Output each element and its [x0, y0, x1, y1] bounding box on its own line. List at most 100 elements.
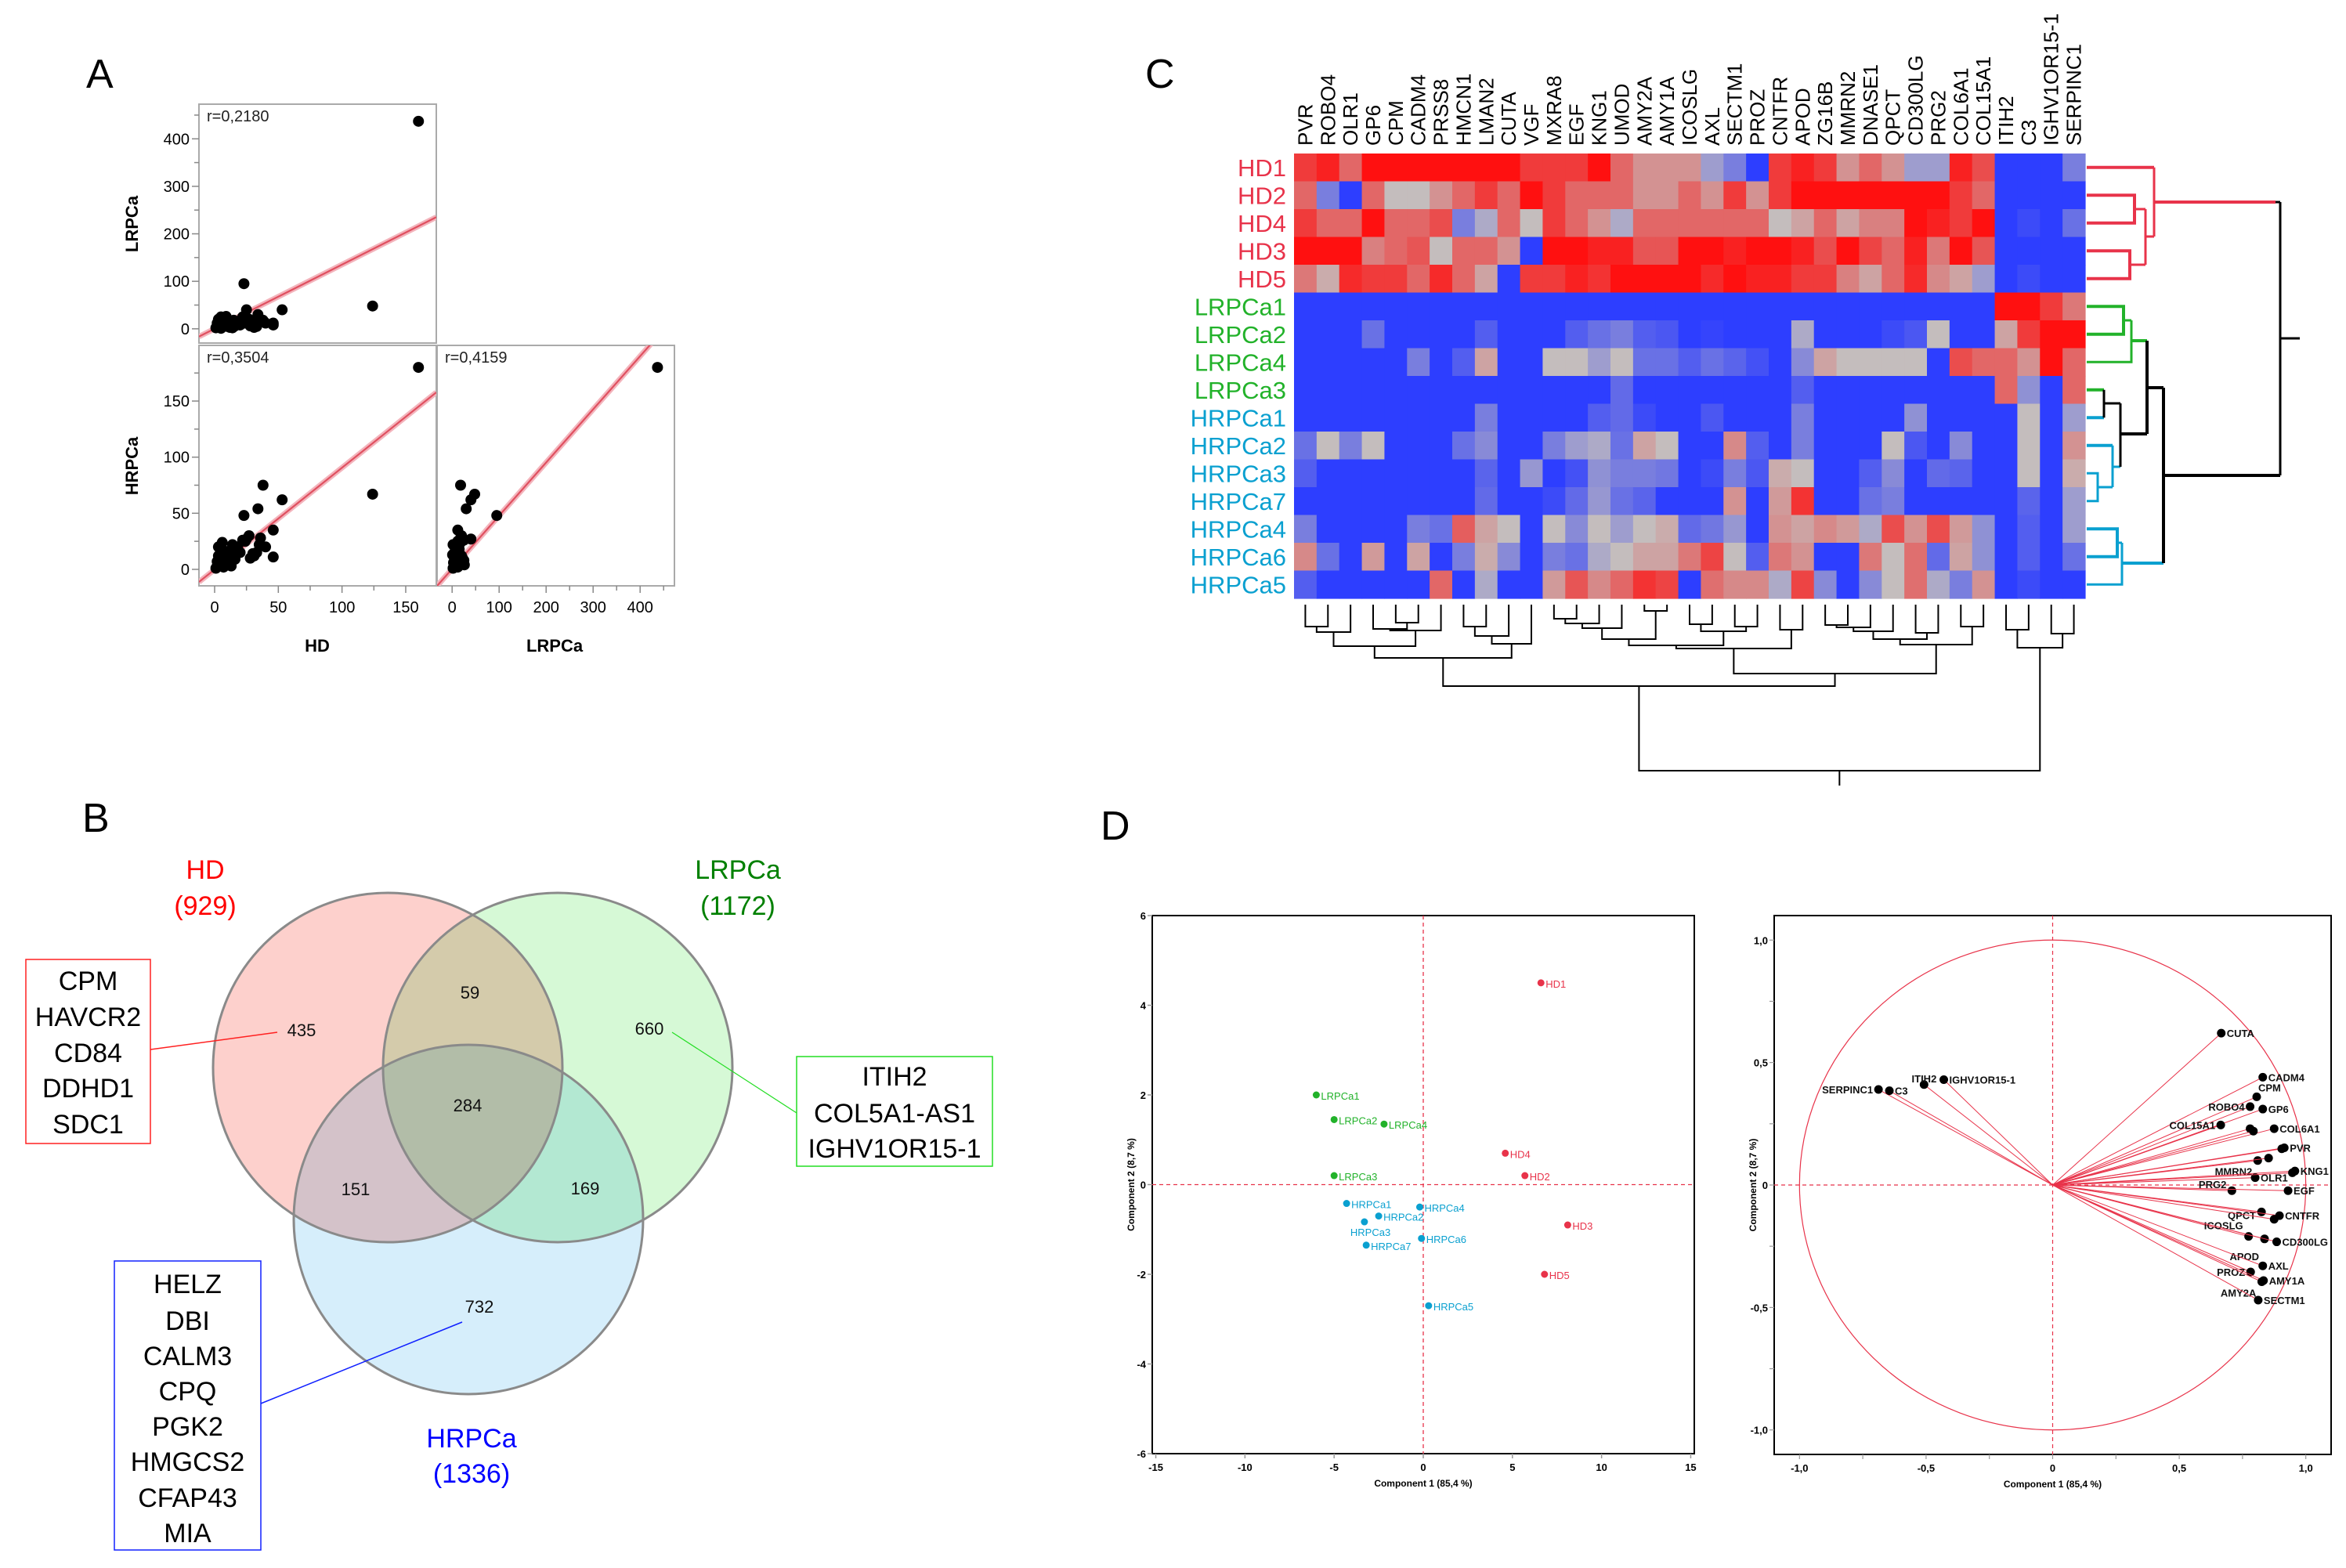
heatmap-cell [1972, 348, 1996, 377]
column-label: SECTM1 [1723, 63, 1747, 146]
heatmap-cell [1746, 348, 1769, 377]
heatmap-cell [1769, 320, 1792, 349]
heatmap-cell [1430, 237, 1453, 266]
heatmap-cell [1701, 237, 1724, 266]
heatmap-cell [1294, 543, 1318, 572]
heatmap-cell [1972, 154, 1996, 182]
dendrogram-branch [2016, 630, 2064, 649]
heatmap-cell [1927, 292, 1950, 321]
heatmap-cell [1474, 154, 1498, 182]
data-point [267, 524, 279, 536]
heatmap-cell [1881, 181, 1905, 210]
column-label: AMY1A [1655, 76, 1679, 146]
x-axis-title: Component 1 (85,4 %) [1374, 1478, 1472, 1489]
heatmap-cell [1678, 320, 1702, 349]
heatmap-cell [1769, 487, 1792, 516]
heatmap-cell [1565, 265, 1589, 294]
heatmap-cell [1294, 403, 1318, 432]
heatmap-row: LRPCa2 [1195, 320, 2086, 349]
heatmap-cell [1452, 570, 1476, 599]
heatmap-cell [1769, 403, 1792, 432]
loading-vector [2052, 1148, 2283, 1186]
heatmap-cell [1452, 403, 1476, 432]
heatmap-cell [1655, 570, 1679, 599]
heatmap-row: LRPCa4 [1195, 348, 2086, 377]
loading-label: ITIH2 [1912, 1073, 1937, 1085]
x-axis-title: LRPCa [526, 636, 584, 656]
heatmap-cell [1791, 348, 1815, 377]
loading-vector [1943, 1079, 2053, 1186]
heatmap-cell [2040, 237, 2063, 266]
heatmap-cell [1927, 376, 1950, 405]
y-axis-title: HRPCa [122, 436, 142, 495]
heatmap-cell [1655, 487, 1679, 516]
heatmap-cell [1407, 320, 1430, 349]
heatmap-cell [1701, 154, 1724, 182]
heatmap-cell [1294, 515, 1318, 544]
column-label: GP6 [1361, 105, 1385, 146]
heatmap-cell [1407, 292, 1430, 321]
heatmap-cell [1361, 459, 1386, 488]
data-point [452, 541, 464, 553]
loading-label: PVR [2290, 1142, 2311, 1154]
heatmap-cell [1927, 515, 1950, 544]
heatmap-row: HD3 [1238, 237, 2086, 266]
heatmap-cell [1542, 515, 1566, 544]
heatmap-cell [1994, 376, 2019, 405]
heatmap-cell [1813, 459, 1838, 488]
heatmap-cell [1678, 181, 1702, 210]
heatmap-cell [1655, 292, 1679, 321]
x-tick-label: 5 [1509, 1461, 1515, 1473]
heatmap-cell [1384, 154, 1408, 182]
heatmap-cell [1565, 292, 1589, 321]
dendrogram-branch [2098, 445, 2120, 489]
loading-vector [2052, 1096, 2257, 1186]
callout-frame [25, 959, 151, 1144]
heatmap-cell [1701, 543, 1724, 572]
heatmap-cell [2062, 320, 2086, 349]
loading-vector [2052, 1106, 2250, 1186]
column-label: CNTFR [1768, 77, 1791, 146]
heatmap-cell [1542, 348, 1566, 377]
heatmap-cell [1904, 265, 1928, 294]
loading-vector [2052, 1184, 2277, 1243]
heatmap-cell [1497, 459, 1521, 488]
scatter-subplot-2: r=0,3504 0 50 100 150 0 50 100 150 [164, 345, 437, 616]
gene-name: CD84 [54, 1039, 122, 1068]
loading-label: EGF [2294, 1185, 2315, 1197]
dendrogram-branch [1553, 605, 1578, 620]
dendrogram-branch [1462, 605, 1487, 627]
heatmap-cell [1407, 348, 1430, 377]
column-label: MXRA8 [1542, 75, 1566, 146]
y-tick-label: 100 [164, 273, 190, 291]
column-label: DNASE1 [1859, 64, 1882, 146]
column-dendrogram [1304, 605, 2075, 786]
loading-point [2288, 1168, 2297, 1177]
loading-point [2227, 1186, 2236, 1195]
heatmap-cell [1294, 265, 1318, 294]
heatmap-cell [1881, 432, 1905, 461]
dendrogram-branch [1601, 611, 1657, 640]
heatmap-cell [1701, 487, 1724, 516]
data-point [240, 536, 251, 547]
heatmap-cell [1497, 181, 1521, 210]
heatmap-cell [2040, 181, 2063, 210]
heatmap-cell [1316, 376, 1340, 405]
heatmap-cell [1791, 543, 1815, 572]
heatmap-cell [1588, 209, 1611, 238]
heatmap-cell [1813, 265, 1838, 294]
loading-label: CUTA [2227, 1028, 2255, 1039]
heatmap-cell [1927, 543, 1950, 572]
heatmap-cell [1678, 376, 1702, 405]
x-tick-label: 100 [329, 599, 355, 616]
heatmap-cell [1972, 209, 1996, 238]
x-tick-label: -1,0 [1791, 1462, 1808, 1474]
heatmap-cell [1678, 543, 1702, 572]
heatmap-cell [1632, 403, 1657, 432]
loading-point [2257, 1277, 2266, 1287]
heatmap-cell [1769, 209, 1792, 238]
heatmap-cell [1813, 181, 1838, 210]
heatmap-cell [1994, 487, 2019, 516]
heatmap-cell [1723, 265, 1747, 294]
